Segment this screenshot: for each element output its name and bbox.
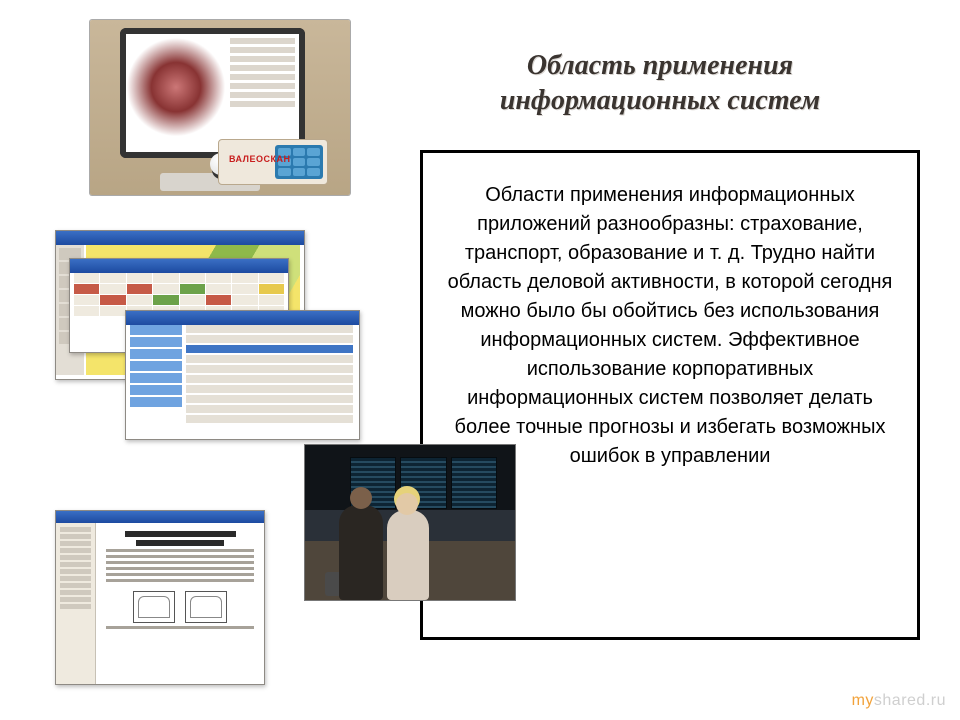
window-titlebar: [56, 511, 264, 523]
window-list: [125, 310, 360, 440]
doc-figure: [185, 591, 227, 623]
window-list-rows: [186, 325, 353, 433]
departure-boards: [350, 457, 497, 509]
window-left-panel: [130, 325, 182, 433]
window-titlebar: [56, 231, 304, 245]
slide-title: Область применения информационных систем: [420, 48, 900, 118]
doc-figures: [106, 591, 254, 623]
window-titlebar: [126, 311, 359, 325]
thumbnail-airport-photo: [305, 445, 515, 600]
thumbnail-medical-monitor: ВАЛЕОСКАН: [90, 20, 350, 195]
doc-tree-panel: [56, 523, 96, 684]
lungs-visualization: [126, 34, 226, 152]
monitor-side-panel: [226, 34, 299, 152]
thumbnail-document-window: [55, 510, 265, 685]
doc-body: [56, 523, 264, 684]
person-man: [339, 505, 383, 600]
watermark-suffix: shared.ru: [874, 692, 946, 709]
person-woman: [387, 510, 429, 600]
thumbnail-gis-screenshots: [55, 230, 360, 440]
watermark: myshared.ru: [852, 692, 946, 710]
doc-page: [96, 523, 264, 684]
window-titlebar: [70, 259, 288, 273]
device-logo: ВАЛЕОСКАН: [229, 154, 290, 164]
watermark-prefix: my: [852, 692, 874, 709]
monitor-screen-inner: [126, 34, 299, 152]
doc-heading: [136, 540, 225, 546]
doc-heading: [125, 531, 236, 537]
doc-figure: [133, 591, 175, 623]
body-text: Области применения информационных прилож…: [445, 181, 895, 471]
control-device: ВАЛЕОСКАН: [218, 139, 328, 185]
